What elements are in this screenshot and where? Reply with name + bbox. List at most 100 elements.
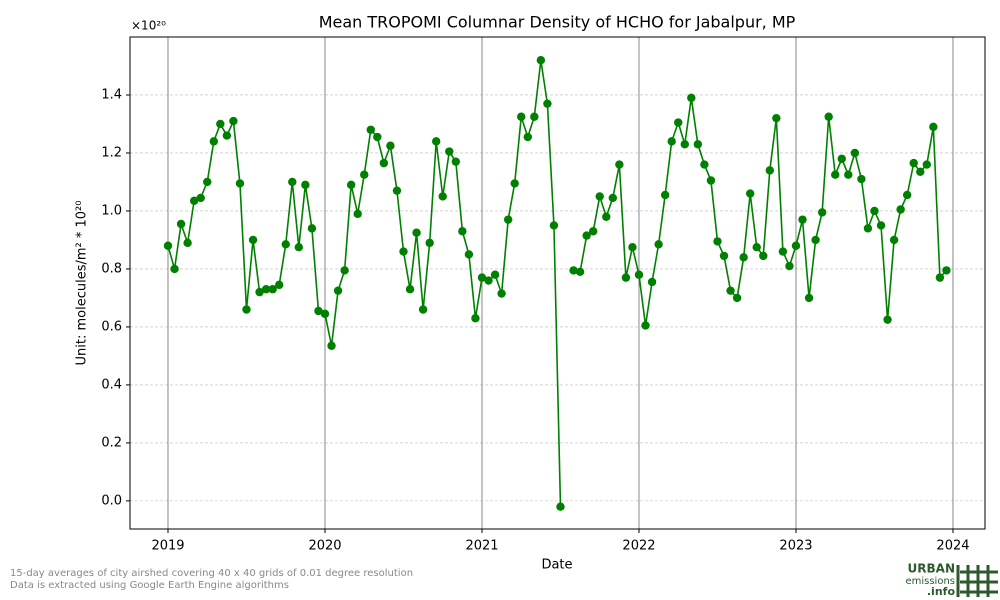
data-point <box>497 289 506 298</box>
x-tick-label: 2021 <box>465 539 498 554</box>
data-point <box>582 231 591 240</box>
data-point <box>876 221 886 230</box>
data-point <box>713 237 722 246</box>
data-point <box>399 247 408 256</box>
data-point <box>778 247 788 256</box>
x-tick-label: 2019 <box>151 539 184 554</box>
data-point <box>824 112 833 121</box>
data-point <box>242 305 251 314</box>
data-point <box>484 276 493 285</box>
data-point <box>902 190 912 200</box>
x-axis-label: Date <box>541 558 572 573</box>
data-point <box>641 321 650 330</box>
data-point <box>726 286 735 295</box>
data-point <box>929 122 938 132</box>
data-point <box>386 141 395 150</box>
data-point <box>785 261 794 271</box>
y-axis-label: Unit: molecules/m² * 10²⁰ <box>75 201 90 366</box>
data-point <box>451 157 461 166</box>
y-offset-label: ×10²⁰ <box>131 19 166 33</box>
data-point <box>608 193 618 203</box>
logo-text: URBAN <box>908 562 955 576</box>
data-point <box>680 140 689 149</box>
data-point <box>588 227 598 236</box>
data-point <box>490 270 500 279</box>
data-point <box>549 221 559 230</box>
data-point <box>248 235 258 245</box>
data-point <box>654 240 663 249</box>
data-point <box>706 176 716 185</box>
y-tick-label: 0.0 <box>101 493 122 508</box>
data-point <box>183 238 192 248</box>
data-point <box>831 170 840 179</box>
data-point <box>163 241 173 250</box>
data-point <box>327 341 336 350</box>
data-point <box>314 306 323 316</box>
y-tick-label: 1.0 <box>101 203 122 218</box>
data-point <box>863 224 873 233</box>
x-tick-label: 2024 <box>936 539 969 554</box>
data-point <box>196 193 205 203</box>
data-point <box>281 240 290 249</box>
data-point <box>379 158 389 168</box>
logo-text: .info <box>927 585 956 598</box>
data-point <box>556 502 565 511</box>
y-tick-label: 1.2 <box>101 145 122 160</box>
data-point <box>203 177 212 187</box>
data-point <box>602 212 611 221</box>
data-point <box>510 179 519 188</box>
data-point <box>209 137 218 146</box>
data-point <box>360 170 369 179</box>
data-point <box>320 309 330 319</box>
data-point <box>418 305 428 314</box>
data-point <box>850 148 860 158</box>
footnote: Data is extracted using Google Earth Eng… <box>10 580 289 591</box>
data-point <box>353 209 362 219</box>
data-point <box>595 192 604 201</box>
data-point <box>909 158 918 168</box>
data-point <box>752 242 761 252</box>
data-point <box>405 285 415 294</box>
data-point <box>477 273 487 282</box>
data-point <box>667 137 676 146</box>
data-point <box>189 196 199 206</box>
data-point <box>392 186 402 195</box>
data-point <box>445 147 454 156</box>
data-point <box>700 160 709 169</box>
data-point <box>569 266 578 275</box>
data-point <box>674 118 683 127</box>
data-point <box>222 131 232 140</box>
data-point <box>216 119 225 129</box>
data-point <box>935 273 945 282</box>
data-point <box>346 180 356 190</box>
data-point <box>687 93 696 103</box>
data-point <box>621 273 631 282</box>
data-point <box>759 251 768 261</box>
data-point <box>294 242 304 252</box>
data-point <box>431 137 441 146</box>
logo-icon <box>956 565 998 597</box>
data-point <box>883 315 892 324</box>
chart-title: Mean TROPOMI Columnar Density of HCHO fo… <box>319 13 796 32</box>
data-point <box>837 154 846 163</box>
data-point <box>517 112 526 121</box>
data-point <box>536 55 546 65</box>
data-point <box>288 177 297 187</box>
data-point <box>373 132 382 142</box>
data-point <box>464 250 474 259</box>
data-point <box>942 266 951 275</box>
plot-frame <box>129 36 986 530</box>
data-point <box>412 228 421 237</box>
data-point <box>235 179 245 188</box>
data-point <box>530 112 539 121</box>
logo-text: emissions <box>905 576 955 587</box>
data-point <box>739 253 748 262</box>
data-point <box>798 215 807 224</box>
data-point <box>503 215 513 224</box>
data-point <box>458 227 467 236</box>
data-point <box>889 235 899 245</box>
data-point <box>575 267 585 277</box>
data-point <box>772 113 781 123</box>
